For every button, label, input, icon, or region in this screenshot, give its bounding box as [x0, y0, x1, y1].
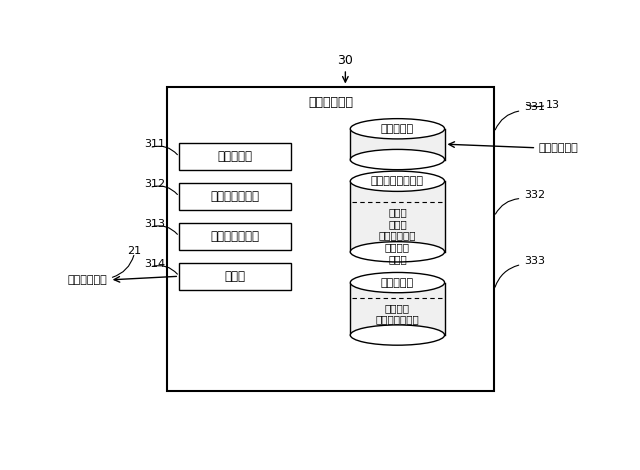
Text: 設定記憶部: 設定記憶部: [381, 278, 414, 288]
Text: 314: 314: [145, 258, 166, 268]
Ellipse shape: [350, 149, 445, 170]
Text: 再生スピード: 再生スピード: [379, 231, 416, 241]
Text: 操作入力部: 操作入力部: [218, 150, 253, 164]
Text: 後時間: 後時間: [388, 219, 407, 229]
Bar: [179, 183, 291, 210]
Text: 21: 21: [127, 246, 141, 256]
Text: 311: 311: [145, 139, 166, 149]
Text: 13: 13: [547, 100, 560, 110]
Text: 部分動画抽出部: 部分動画抽出部: [211, 230, 259, 243]
Text: ディスプレイ: ディスプレイ: [68, 275, 108, 285]
Text: 操作種別: 操作種別: [385, 303, 410, 313]
Ellipse shape: [350, 242, 445, 262]
Text: パラメータ記憶部: パラメータ記憶部: [371, 176, 424, 186]
Text: 333: 333: [524, 256, 545, 266]
Polygon shape: [350, 129, 445, 159]
Text: 発生時点特定部: 発生時点特定部: [211, 190, 259, 203]
Bar: [179, 223, 291, 250]
Text: 313: 313: [145, 219, 166, 229]
Text: 再生回数: 再生回数: [385, 243, 410, 252]
Text: 再生部: 再生部: [225, 270, 246, 283]
Text: 制御ユニット: 制御ユニット: [308, 96, 353, 109]
Polygon shape: [350, 282, 445, 335]
Ellipse shape: [350, 118, 445, 139]
Text: 再生方式リスト: 再生方式リスト: [376, 314, 419, 325]
Text: 331: 331: [524, 102, 545, 112]
Text: 内視鏡カメラ: 内視鏡カメラ: [539, 143, 579, 153]
Text: 30: 30: [337, 54, 353, 67]
Text: 312: 312: [145, 179, 166, 189]
Text: 前時間: 前時間: [388, 207, 407, 217]
Bar: [179, 263, 291, 290]
Ellipse shape: [350, 273, 445, 293]
Ellipse shape: [350, 171, 445, 191]
Text: 映像記録部: 映像記録部: [381, 124, 414, 134]
Ellipse shape: [350, 325, 445, 345]
Bar: [179, 143, 291, 171]
Text: ・・・: ・・・: [388, 255, 407, 265]
Polygon shape: [350, 181, 445, 252]
Bar: [167, 87, 494, 391]
Text: 332: 332: [524, 190, 545, 200]
